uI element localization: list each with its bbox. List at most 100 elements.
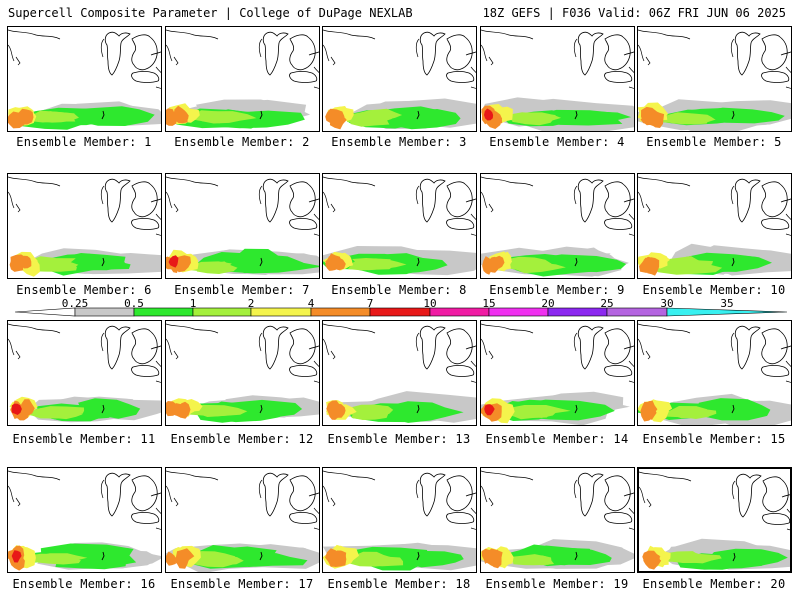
great-lakes-outline — [577, 178, 634, 230]
great-lakes-outline — [104, 31, 161, 83]
coastline — [155, 86, 161, 89]
coastline — [323, 44, 330, 62]
coastline — [415, 38, 420, 58]
coastline — [645, 56, 651, 66]
coastline — [155, 380, 161, 383]
coastline — [731, 404, 735, 414]
coastline — [330, 497, 336, 507]
colorbar-swatch — [429, 307, 490, 317]
ensemble-member-panel — [480, 173, 635, 279]
ensemble-member-panel — [637, 467, 792, 573]
ensemble-member-panel — [7, 173, 162, 279]
great-lakes-outline — [735, 473, 790, 525]
coastline — [173, 203, 179, 213]
ensemble-member-label: Ensemble Member: 19 — [485, 577, 629, 591]
coastline — [15, 203, 21, 213]
ensemble-member-panel — [637, 173, 792, 279]
scp-contour-fill — [666, 116, 711, 125]
coastline — [481, 470, 534, 481]
coastline — [15, 56, 21, 66]
scp-contour-fill — [484, 404, 495, 416]
coastline — [628, 213, 634, 221]
ensemble-member-panel — [322, 467, 477, 573]
coastline — [415, 185, 420, 205]
scp-map — [481, 470, 634, 569]
scp-map — [8, 470, 161, 571]
coastline — [258, 479, 263, 499]
coastline — [638, 176, 691, 187]
colorbar-swatch — [547, 307, 608, 317]
coastline — [8, 470, 61, 481]
ensemble-member-label: Ensemble Member: 12 — [170, 432, 314, 446]
ensemble-member-panel — [480, 467, 635, 573]
coastline — [166, 176, 219, 187]
great-lakes-outline — [734, 325, 791, 377]
ensemble-member-label: Ensemble Member: 6 — [16, 283, 152, 297]
coastline — [259, 551, 263, 561]
great-lakes-outline — [262, 178, 319, 230]
coastline — [481, 29, 534, 40]
ensemble-member-panel — [165, 26, 320, 132]
scp-map — [166, 323, 319, 423]
scp-contour-fill — [658, 408, 717, 418]
ensemble-member-panel — [165, 467, 320, 573]
coastline — [628, 360, 634, 368]
coastline — [416, 257, 420, 267]
coastline — [166, 338, 173, 356]
ensemble-member-label: Ensemble Member: 5 — [646, 135, 782, 149]
scp-map — [166, 29, 319, 129]
coastline — [323, 470, 376, 481]
ensemble-member-label: Ensemble Member: 2 — [174, 135, 310, 149]
coastline — [785, 233, 791, 236]
coastline — [573, 479, 578, 499]
coastline — [731, 480, 736, 500]
coastline — [416, 551, 420, 561]
colorbar-swatch — [666, 307, 788, 317]
coastline — [313, 527, 319, 530]
ensemble-member-label: Ensemble Member: 4 — [489, 135, 625, 149]
coastline — [101, 551, 105, 561]
ensemble-member-panel — [637, 320, 792, 426]
coastline — [8, 29, 61, 40]
coastline — [785, 213, 791, 221]
coastline — [259, 257, 263, 267]
scp-contour-fill — [488, 549, 502, 569]
colorbar-tick-label: 4 — [307, 297, 315, 310]
coastline — [628, 86, 634, 89]
coastline — [8, 338, 15, 356]
colorbar-tick-label: 2 — [247, 297, 255, 310]
ensemble-member-label: Ensemble Member: 13 — [327, 432, 471, 446]
coastline — [573, 38, 578, 58]
ensemble-member-label: Ensemble Member: 18 — [327, 577, 471, 591]
coastline — [8, 191, 15, 209]
coastline — [785, 86, 791, 89]
scp-contour-fill — [78, 398, 141, 419]
coastline — [731, 110, 735, 120]
coastline — [628, 507, 634, 515]
ensemble-member-label: Ensemble Member: 16 — [12, 577, 156, 591]
great-lakes-outline — [262, 31, 319, 83]
great-lakes-outline — [419, 31, 476, 83]
great-lakes-outline — [262, 325, 319, 377]
coastline — [313, 213, 319, 221]
scp-contour-fill — [639, 257, 657, 273]
coastline — [628, 380, 634, 383]
coastline — [488, 56, 494, 66]
great-lakes-outline — [419, 472, 476, 524]
ensemble-member-label: Ensemble Member: 10 — [642, 283, 786, 297]
scp-contour-fill — [696, 398, 771, 421]
colorbar-tick-label: 35 — [720, 297, 734, 310]
coastline — [259, 404, 263, 414]
scp-map — [638, 29, 791, 131]
scp-contour-fill — [380, 401, 464, 423]
ensemble-member-panel — [322, 173, 477, 279]
coastline — [155, 360, 161, 368]
coastline — [639, 471, 692, 482]
great-lakes-outline — [577, 472, 634, 524]
color-scale-bar — [14, 307, 788, 317]
coastline — [415, 479, 420, 499]
scp-contour-fill — [503, 261, 566, 274]
scp-contour-fill — [41, 111, 75, 120]
coastline — [470, 507, 476, 515]
coastline — [638, 44, 645, 62]
